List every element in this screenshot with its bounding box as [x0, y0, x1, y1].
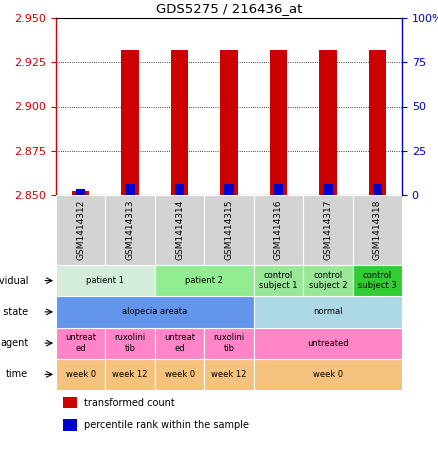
Bar	[106, 195, 155, 265]
Bar	[106, 359, 155, 390]
Text: week 0: week 0	[313, 370, 343, 379]
Bar	[319, 50, 336, 195]
Bar	[254, 328, 402, 359]
Text: GSM1414312: GSM1414312	[76, 200, 85, 260]
Text: untreat
ed: untreat ed	[65, 333, 96, 353]
Text: transformed count: transformed count	[84, 398, 174, 408]
Bar	[303, 195, 353, 265]
Bar	[254, 296, 402, 328]
Bar	[254, 195, 303, 265]
Text: percentile rank within the sample: percentile rank within the sample	[84, 420, 249, 430]
Bar	[56, 265, 155, 296]
Text: individual: individual	[0, 275, 28, 286]
Bar	[155, 265, 254, 296]
Text: untreat
ed: untreat ed	[164, 333, 195, 353]
Text: GSM1414313: GSM1414313	[126, 200, 134, 260]
Bar	[204, 328, 254, 359]
Text: GSM1414318: GSM1414318	[373, 200, 382, 260]
Bar	[155, 195, 204, 265]
Bar	[353, 195, 402, 265]
Text: control
subject 3: control subject 3	[358, 271, 396, 290]
Bar	[106, 328, 155, 359]
Text: untreated: untreated	[307, 339, 349, 347]
Text: patient 1: patient 1	[86, 276, 124, 285]
Bar	[121, 50, 139, 195]
Bar	[224, 184, 234, 195]
Bar	[204, 195, 254, 265]
Bar	[303, 265, 353, 296]
Text: ruxolini
tib: ruxolini tib	[213, 333, 245, 353]
Text: week 12: week 12	[211, 370, 247, 379]
Bar	[270, 50, 287, 195]
Bar	[254, 359, 402, 390]
Bar	[155, 328, 204, 359]
Text: normal: normal	[313, 308, 343, 316]
Bar	[56, 359, 106, 390]
Text: agent: agent	[0, 338, 28, 348]
Bar	[254, 265, 303, 296]
Text: GSM1414316: GSM1414316	[274, 200, 283, 260]
Bar	[323, 184, 332, 195]
Text: week 0: week 0	[165, 370, 194, 379]
Bar	[369, 50, 386, 195]
Bar	[125, 184, 135, 195]
Bar	[373, 184, 382, 195]
Text: patient 2: patient 2	[185, 276, 223, 285]
Bar	[63, 397, 77, 408]
Bar	[171, 50, 188, 195]
Text: GSM1414314: GSM1414314	[175, 200, 184, 260]
Bar	[56, 328, 106, 359]
Bar	[274, 184, 283, 195]
Text: ruxolini
tib: ruxolini tib	[114, 333, 146, 353]
Text: disease state: disease state	[0, 307, 28, 317]
Text: control
subject 2: control subject 2	[309, 271, 347, 290]
Bar	[353, 265, 402, 296]
Bar	[175, 184, 184, 195]
Bar	[204, 359, 254, 390]
Bar	[72, 192, 89, 195]
Text: GSM1414317: GSM1414317	[323, 200, 332, 260]
Title: GDS5275 / 216436_at: GDS5275 / 216436_at	[156, 2, 302, 15]
Bar	[155, 359, 204, 390]
Text: time: time	[6, 369, 28, 379]
Text: week 12: week 12	[113, 370, 148, 379]
Text: GSM1414315: GSM1414315	[225, 200, 233, 260]
Text: control
subject 1: control subject 1	[259, 271, 298, 290]
Bar	[63, 419, 77, 430]
Text: week 0: week 0	[66, 370, 96, 379]
Bar	[56, 195, 106, 265]
Bar	[220, 50, 238, 195]
Text: alopecia areata: alopecia areata	[122, 308, 187, 316]
Bar	[76, 189, 85, 195]
Bar	[56, 296, 254, 328]
